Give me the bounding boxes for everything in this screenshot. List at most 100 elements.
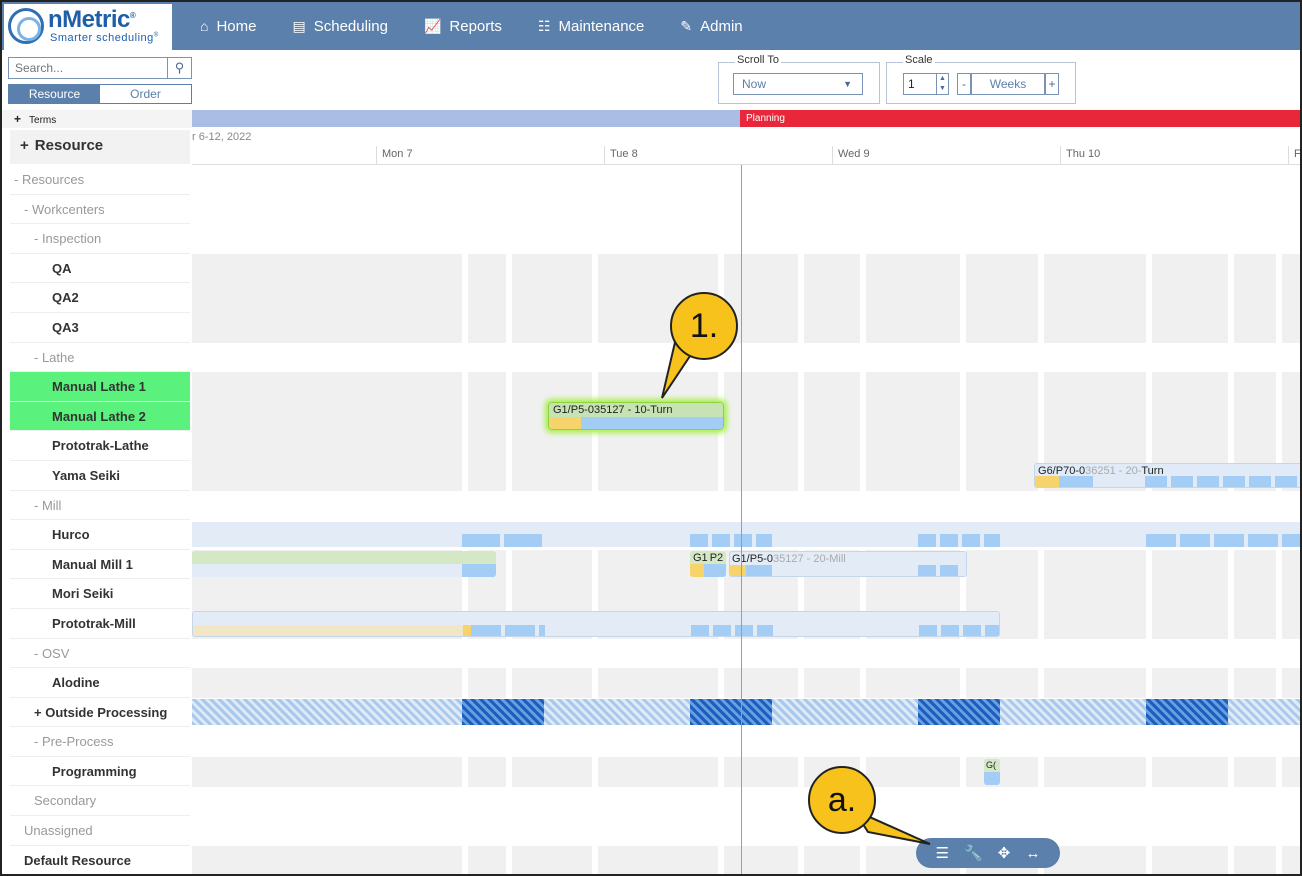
off-shift-gap bbox=[592, 431, 598, 461]
off-shift-gap bbox=[1228, 579, 1234, 609]
tree-row[interactable]: Programming bbox=[10, 757, 190, 787]
tree-row-label: Mori Seiki bbox=[52, 586, 114, 602]
tree-row[interactable]: Secondary bbox=[10, 786, 190, 817]
tree-row-label: - Workcenters bbox=[24, 201, 105, 217]
search-input[interactable] bbox=[9, 58, 167, 78]
off-shift-gap bbox=[798, 431, 804, 461]
wrench-icon[interactable]: 🔧 bbox=[964, 845, 983, 862]
tree-row[interactable]: Hurco bbox=[10, 520, 190, 550]
task-prototrak-mill[interactable] bbox=[192, 611, 1000, 637]
task-20-mill[interactable]: G1/P5-035127 - 20-Mill bbox=[729, 551, 967, 577]
tree-row[interactable]: - OSV bbox=[10, 639, 190, 669]
tree-row-label: - Lathe bbox=[34, 349, 75, 365]
outside-processing-band[interactable] bbox=[192, 699, 1300, 725]
task-10-turn[interactable]: G1/P5-035127 - 10-Turn bbox=[548, 402, 724, 430]
off-shift-gap bbox=[506, 845, 512, 874]
scale-unit-select[interactable]: Weeks bbox=[971, 73, 1045, 95]
tree-row-label: Yama Seiki bbox=[52, 467, 120, 483]
off-shift-gap bbox=[592, 668, 598, 698]
off-shift-gap bbox=[960, 372, 966, 402]
toggle-order[interactable]: Order bbox=[100, 85, 191, 103]
tree-row[interactable]: Manual Lathe 1 bbox=[10, 372, 190, 402]
task-20-turn[interactable]: G6/P70-036251 - 20-Turn bbox=[1034, 463, 1300, 488]
task-hurco[interactable] bbox=[192, 522, 1300, 547]
nav-reports[interactable]: 📈 Reports bbox=[406, 2, 520, 50]
nav-maintenance[interactable]: ☷ Maintenance bbox=[520, 2, 662, 50]
toggle-resource[interactable]: Resource bbox=[9, 85, 100, 103]
tree-row[interactable]: QA3 bbox=[10, 313, 190, 343]
tree-row[interactable]: Unassigned bbox=[10, 816, 190, 846]
task-mill-left[interactable] bbox=[192, 551, 496, 577]
tree-row[interactable]: - Pre-Process bbox=[10, 727, 190, 757]
off-shift-gap bbox=[1038, 283, 1044, 313]
gantt-row bbox=[192, 757, 1300, 787]
tree-row[interactable]: - Resources bbox=[10, 165, 190, 195]
nav-admin-label: Admin bbox=[700, 17, 743, 35]
expand-horizontal-icon[interactable]: ↔ bbox=[1025, 844, 1041, 862]
tree-row[interactable]: Prototrak-Lathe bbox=[10, 431, 190, 461]
tree-row[interactable]: Manual Mill 1 bbox=[10, 550, 190, 580]
scale-minus-button[interactable]: - bbox=[957, 73, 971, 95]
tree-row[interactable]: + Outside Processing bbox=[10, 698, 190, 728]
tree-row-label: QA3 bbox=[52, 319, 79, 335]
nav-home[interactable]: ⌂ Home bbox=[182, 2, 274, 50]
resource-header-expander[interactable]: + bbox=[20, 137, 29, 154]
callout-1-label: 1. bbox=[689, 307, 719, 345]
terms-expander[interactable]: + bbox=[14, 112, 22, 126]
off-shift-gap bbox=[462, 461, 468, 491]
off-shift-gap bbox=[592, 579, 598, 609]
logo-mark-icon bbox=[8, 8, 44, 44]
nav-admin[interactable]: ✎ Admin bbox=[662, 2, 760, 50]
off-shift-gap bbox=[592, 845, 598, 874]
tree-row[interactable]: Prototrak-Mill bbox=[10, 609, 190, 639]
off-shift-gap bbox=[860, 253, 866, 284]
tree-row[interactable]: Alodine bbox=[10, 668, 190, 698]
scale-value-stepper[interactable]: 1 ▲ ▼ bbox=[903, 73, 949, 95]
task-label-g1: G1 bbox=[693, 552, 708, 564]
off-shift-gap bbox=[1146, 313, 1152, 343]
off-shift-gap bbox=[1146, 401, 1152, 432]
tree-row[interactable]: - Workcenters bbox=[10, 195, 190, 225]
move-icon[interactable]: ✥ bbox=[997, 845, 1011, 862]
off-shift-gap bbox=[718, 253, 724, 284]
search-button[interactable]: ⚲ bbox=[167, 58, 191, 78]
search-icon: ⚲ bbox=[174, 60, 185, 75]
off-shift-gap bbox=[798, 401, 804, 432]
planning-bar[interactable]: Planning bbox=[740, 110, 1300, 127]
off-shift-gap bbox=[860, 668, 866, 698]
task-programming[interactable]: G( bbox=[984, 759, 1000, 785]
list-icon[interactable]: ☰ bbox=[935, 845, 949, 862]
task-label-p2: P2 bbox=[709, 552, 724, 564]
off-shift-gap bbox=[860, 845, 866, 874]
off-shift-gap bbox=[860, 431, 866, 461]
nav-scheduling[interactable]: ▤ Scheduling bbox=[274, 2, 405, 50]
terms-row[interactable]: + Terms bbox=[2, 110, 192, 128]
tree-row[interactable]: QA2 bbox=[10, 283, 190, 313]
day-separator bbox=[832, 146, 833, 164]
tree-row[interactable]: - Lathe bbox=[10, 343, 190, 373]
tree-row[interactable]: - Mill bbox=[10, 491, 190, 521]
off-shift-gap bbox=[718, 461, 724, 491]
tree-row[interactable]: Manual Lathe 2 bbox=[10, 401, 190, 432]
task-mill-g1[interactable]: G1 P2 bbox=[690, 551, 726, 577]
off-shift-gap bbox=[462, 313, 468, 343]
nmetric-logo[interactable]: nMetric® Smarter scheduling® bbox=[4, 4, 172, 50]
off-shift-gap bbox=[860, 461, 866, 491]
day-mon: Mon 7 bbox=[382, 148, 413, 160]
scroll-to-select[interactable]: Now ▼ bbox=[733, 73, 863, 95]
off-shift-gap bbox=[1228, 253, 1234, 284]
tree-row[interactable]: Mori Seiki bbox=[10, 579, 190, 609]
tree-row[interactable]: - Inspection bbox=[10, 224, 190, 254]
tree-row[interactable]: QA bbox=[10, 254, 190, 284]
tree-row[interactable]: Default Resource bbox=[10, 846, 190, 874]
gantt-chart[interactable]: G1/P5-035127 - 10-Turn G6/P70-036251 - 2… bbox=[192, 165, 1300, 874]
tree-row[interactable]: Yama Seiki bbox=[10, 461, 190, 491]
gantt-row bbox=[192, 313, 1300, 343]
resource-header[interactable]: + Resource bbox=[10, 130, 190, 164]
chevron-down-icon: ▼ bbox=[843, 79, 852, 89]
scale-plus-button[interactable]: + bbox=[1045, 73, 1059, 95]
tree-row-label: Prototrak-Mill bbox=[52, 615, 136, 631]
off-shift-gap bbox=[1228, 757, 1234, 787]
stepper-arrows-icon[interactable]: ▲ ▼ bbox=[936, 74, 948, 94]
gantt-row bbox=[192, 283, 1300, 313]
